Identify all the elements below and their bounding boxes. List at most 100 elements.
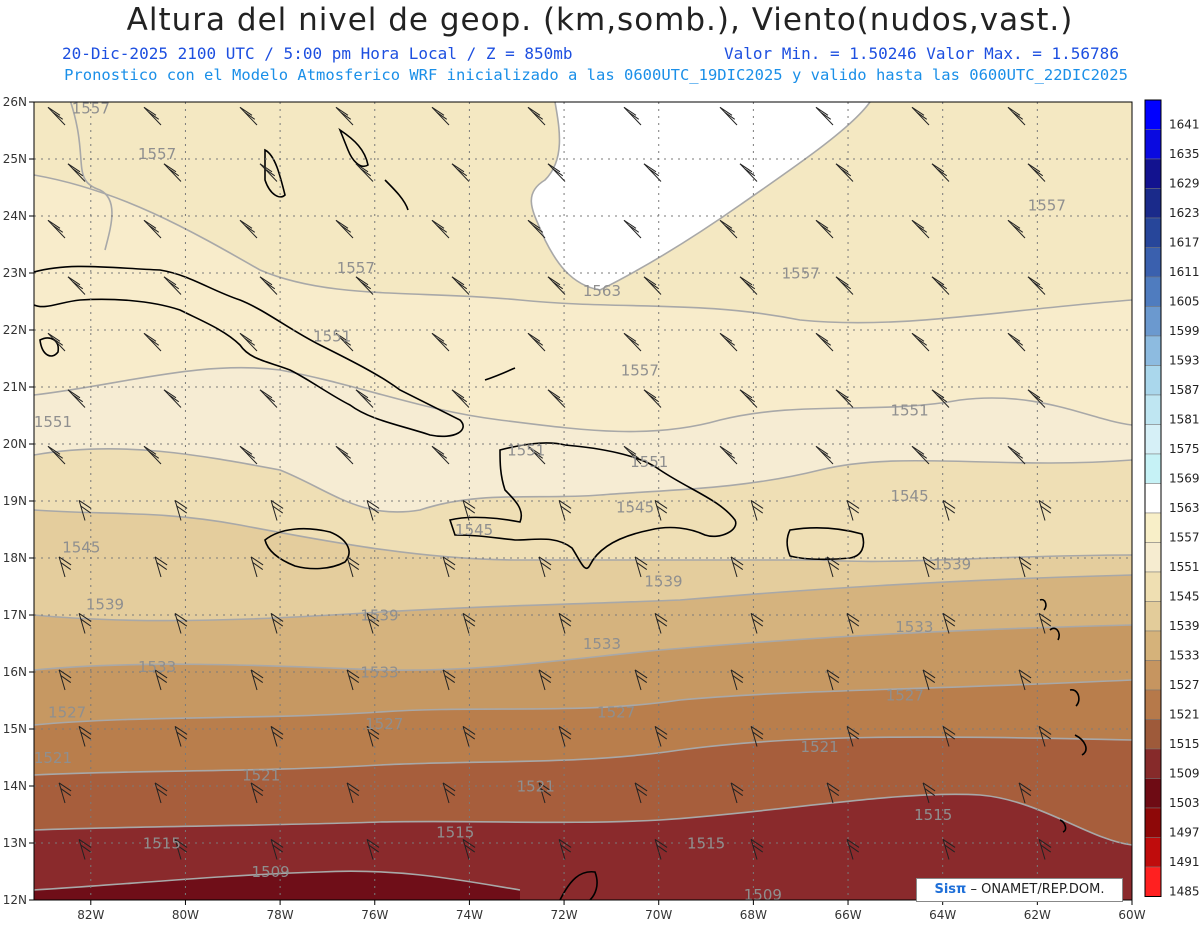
contour-label: 1545	[890, 487, 928, 505]
wind-barb	[163, 276, 182, 295]
wind-barb	[846, 725, 860, 747]
legend-level-label: 1629	[1169, 177, 1200, 191]
wind-barb	[815, 219, 834, 239]
contour-label: 1521	[801, 738, 839, 756]
wind-barb	[911, 332, 930, 352]
legend-level-label: 1485	[1169, 885, 1200, 899]
band-1503	[34, 871, 520, 900]
wind-barb	[462, 725, 476, 747]
lon-tick-label: 78W	[267, 908, 294, 922]
legend-level-label: 1563	[1169, 501, 1200, 515]
wind-barb	[815, 106, 834, 126]
legend-level-label: 1641	[1169, 118, 1200, 132]
legend-swatch	[1144, 512, 1162, 543]
contour-label: 1509	[252, 863, 290, 881]
leeward-islands	[1039, 598, 1087, 833]
sispi-logo: Sisπ	[934, 882, 967, 897]
contour-label: 1545	[616, 498, 654, 516]
wind-barb	[815, 445, 834, 465]
isle-of-youth	[39, 337, 60, 357]
wind-barb	[730, 669, 744, 691]
wind-barb	[250, 782, 264, 804]
wind-barb	[239, 332, 258, 352]
wind-barb	[1027, 163, 1046, 182]
wind-barb	[366, 725, 380, 747]
wind-barb	[643, 389, 662, 408]
wind-barb	[654, 838, 668, 860]
wind-barb	[335, 332, 354, 352]
wind-barb	[78, 612, 92, 634]
wind-barb	[58, 669, 72, 691]
wind-barb	[719, 332, 738, 352]
lat-tick-label: 18N	[3, 551, 27, 565]
contour-label: 1545	[455, 521, 493, 539]
legend-level-label: 1611	[1169, 265, 1200, 279]
forecast-datetime: 20-Dic-2025 2100 UTC / 5:00 pm Hora Loca…	[62, 44, 573, 63]
wind-barb	[730, 782, 744, 804]
contour-label: 1533	[138, 658, 176, 676]
wind-barb	[719, 219, 738, 239]
contour-labels: 1557 1557 1557 1563 1557 1557 1551 1557 1551 1551…	[34, 102, 1066, 904]
contour-label: 1557	[337, 259, 375, 277]
contour-label: 1509	[744, 886, 782, 904]
wind-barb	[654, 499, 668, 521]
wind-barb	[78, 725, 92, 747]
wind-barb	[451, 163, 470, 182]
lon-tick-label: 70W	[645, 908, 672, 922]
contour-label: 1551	[507, 441, 545, 459]
wind-barb	[922, 669, 936, 691]
contour-label: 1551	[890, 402, 928, 420]
wind-barb	[335, 106, 354, 126]
wind-barb	[442, 782, 456, 804]
wind-barb	[143, 106, 162, 126]
wind-barb	[846, 612, 860, 634]
wind-barb	[739, 163, 758, 182]
legend-swatch	[1144, 660, 1162, 691]
legend-swatch	[1144, 129, 1162, 160]
wind-barb	[719, 106, 738, 126]
wind-barb	[942, 612, 956, 634]
wind-barb	[462, 838, 476, 860]
wind-barb	[47, 106, 66, 126]
wind-barb	[739, 276, 758, 295]
wind-barb	[719, 445, 738, 465]
wind-barb	[442, 556, 456, 578]
wind-barb	[431, 445, 450, 465]
contour-label: 1527	[48, 704, 86, 722]
lon-tick-label: 82W	[77, 908, 104, 922]
wind-barb	[335, 445, 354, 465]
map-title: Altura del nivel de geop. (km,somb.), Vi…	[126, 2, 1074, 38]
legend-level-label: 1521	[1169, 708, 1200, 722]
wind-barb	[259, 163, 278, 182]
wind-barb	[259, 389, 278, 408]
wind-barb	[1018, 556, 1032, 578]
wind-barb	[335, 219, 354, 239]
contour-label: 1515	[914, 806, 952, 824]
wind-barb	[942, 499, 956, 521]
wind-barb	[462, 612, 476, 634]
longitude-axis: 82W 80W 78W 76W 74W 72W 70W 68W 66W 64W 62W 60W	[77, 900, 1146, 922]
wind-barb	[1018, 782, 1032, 804]
wind-barb	[431, 332, 450, 352]
wind-barb	[346, 669, 360, 691]
legend-level-label: 1605	[1169, 295, 1200, 309]
wind-barb	[835, 389, 854, 408]
contour-label: 1533	[583, 635, 621, 653]
wind-barb	[143, 219, 162, 239]
legend-swatch	[1144, 365, 1162, 396]
wind-barb	[346, 556, 360, 578]
legend-level-label: 1491	[1169, 855, 1200, 869]
wind-barb	[431, 106, 450, 126]
contour-label: 1551	[630, 453, 668, 471]
wind-barb	[78, 838, 92, 860]
wind-barb	[835, 276, 854, 295]
turks-caicos	[484, 367, 516, 381]
legend-level-label: 1503	[1169, 796, 1200, 810]
legend-level-label: 1497	[1169, 826, 1200, 840]
wind-barb	[931, 163, 950, 182]
wind-barb	[527, 219, 546, 239]
wind-barb	[558, 499, 572, 521]
legend-level-label: 1599	[1169, 324, 1200, 338]
wind-barb	[826, 556, 840, 578]
wind-barb	[654, 612, 668, 634]
